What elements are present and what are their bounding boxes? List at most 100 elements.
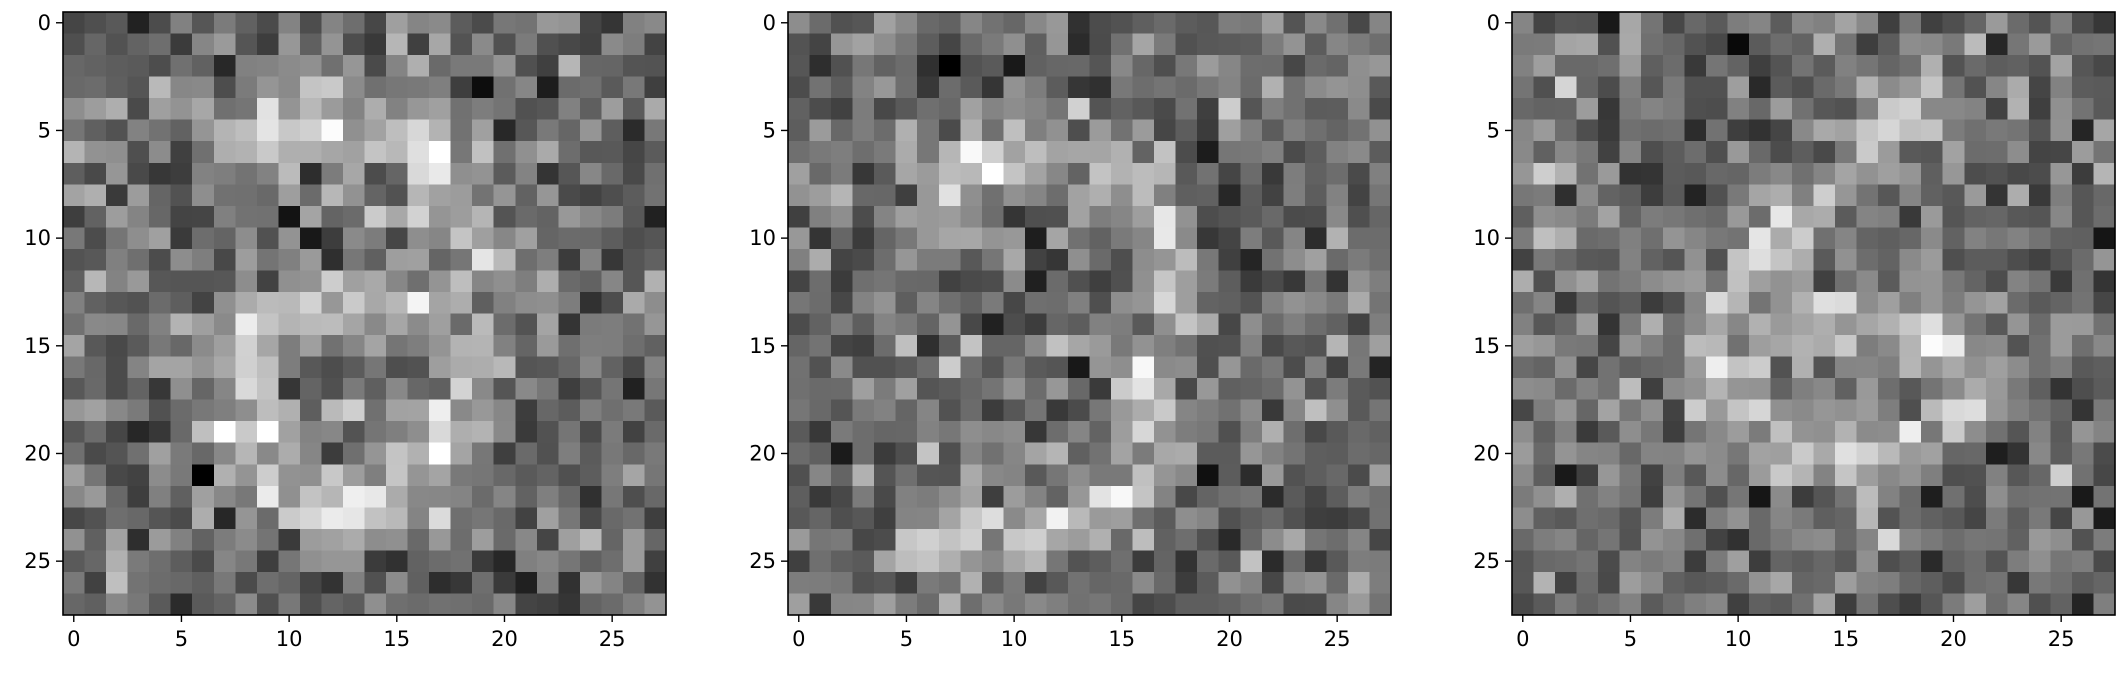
heatmap-cell bbox=[1261, 528, 1284, 551]
heatmap-cell bbox=[1921, 313, 1944, 336]
heatmap-cell bbox=[1641, 485, 1664, 508]
heatmap-cell bbox=[1240, 98, 1263, 121]
heatmap-cell bbox=[2028, 270, 2051, 293]
heatmap-cell bbox=[1856, 335, 1879, 358]
heatmap-cell bbox=[256, 162, 279, 185]
heatmap-cell bbox=[1942, 442, 1965, 465]
heatmap-cell bbox=[536, 227, 559, 250]
heatmap-cell bbox=[1835, 571, 1858, 595]
heatmap-cell bbox=[256, 356, 279, 379]
heatmap-cell bbox=[106, 507, 129, 530]
heatmap-cell bbox=[1921, 550, 1944, 573]
heatmap-cell bbox=[1598, 464, 1621, 487]
heatmap-cell bbox=[1856, 507, 1879, 530]
heatmap-cell bbox=[1964, 33, 1987, 56]
heatmap-cell bbox=[1576, 442, 1599, 465]
heatmap-cell bbox=[2071, 550, 2095, 573]
heatmap-cell bbox=[1304, 184, 1327, 207]
heatmap-cell bbox=[170, 421, 193, 444]
heatmap-cell bbox=[1878, 335, 1901, 358]
heatmap-cell bbox=[321, 291, 344, 315]
heatmap-cell bbox=[299, 205, 323, 228]
heatmap-cell bbox=[601, 12, 624, 35]
heatmap-cell bbox=[1878, 98, 1901, 121]
heatmap-cell bbox=[1684, 270, 1707, 293]
heatmap-cell bbox=[493, 313, 516, 336]
heatmap-cell bbox=[809, 335, 832, 358]
heatmap-cell bbox=[1576, 205, 1599, 228]
heatmap-cell bbox=[1684, 485, 1707, 508]
heatmap-cell bbox=[106, 593, 129, 616]
y-tick-label: 10 bbox=[749, 226, 776, 250]
heatmap-cell bbox=[63, 378, 86, 401]
heatmap-cell bbox=[1304, 464, 1327, 487]
heatmap-cell bbox=[1024, 291, 1048, 315]
heatmap-cell bbox=[809, 270, 832, 293]
heatmap-cell bbox=[1748, 550, 1772, 573]
heatmap-cell bbox=[1985, 335, 2008, 358]
heatmap-cell bbox=[981, 399, 1004, 422]
heatmap-cell bbox=[1791, 76, 1815, 99]
heatmap-cell bbox=[1576, 399, 1599, 422]
heatmap-cell bbox=[1347, 248, 1371, 272]
heatmap-cell bbox=[1175, 248, 1198, 272]
heatmap-cell bbox=[1598, 98, 1621, 121]
heatmap-cell bbox=[938, 33, 961, 56]
heatmap-cell bbox=[1283, 248, 1306, 272]
heatmap-cell bbox=[450, 184, 473, 207]
heatmap-cell bbox=[1856, 528, 1879, 551]
heatmap-cell bbox=[256, 571, 279, 595]
heatmap-cell bbox=[960, 593, 983, 616]
heatmap-cell bbox=[1218, 485, 1241, 508]
heatmap-cell bbox=[386, 33, 409, 56]
heatmap-cell bbox=[1835, 399, 1858, 422]
heatmap-cell bbox=[1024, 184, 1048, 207]
heatmap-cell bbox=[809, 528, 832, 551]
heatmap-cell bbox=[149, 378, 172, 401]
heatmap-cell bbox=[644, 399, 667, 422]
heatmap-cell bbox=[213, 399, 236, 422]
heatmap-cell bbox=[192, 399, 215, 422]
heatmap-cell bbox=[1641, 335, 1664, 358]
heatmap-cell bbox=[1003, 248, 1026, 272]
heatmap-cell bbox=[2093, 33, 2116, 56]
heatmap-cell bbox=[1046, 356, 1069, 379]
heatmap-cell bbox=[84, 205, 107, 228]
heatmap-cell bbox=[1813, 378, 1836, 401]
heatmap-cell bbox=[917, 248, 940, 272]
heatmap-cell bbox=[2007, 571, 2030, 595]
heatmap-cell bbox=[1154, 399, 1177, 422]
heatmap-cell bbox=[192, 571, 215, 595]
heatmap-cell bbox=[1576, 313, 1599, 336]
heatmap-cell bbox=[127, 227, 150, 250]
heatmap-cell bbox=[1283, 205, 1306, 228]
heatmap-cell bbox=[1369, 550, 1392, 573]
heatmap-cell bbox=[256, 507, 279, 530]
heatmap-cell bbox=[1326, 55, 1349, 78]
heatmap-cell bbox=[1089, 335, 1112, 358]
heatmap-cell bbox=[192, 507, 215, 530]
heatmap-cell bbox=[1942, 141, 1965, 164]
heatmap-cell bbox=[1261, 248, 1284, 272]
heatmap-cell bbox=[852, 270, 875, 293]
heatmap-cell bbox=[2093, 162, 2116, 185]
heatmap-cell bbox=[1111, 593, 1134, 616]
heatmap-cell bbox=[1067, 550, 1091, 573]
heatmap-cell bbox=[917, 119, 940, 142]
heatmap-cell bbox=[1283, 356, 1306, 379]
y-tick-label: 5 bbox=[763, 118, 776, 142]
heatmap-cell bbox=[1533, 33, 1556, 56]
heatmap-cell bbox=[1003, 442, 1026, 465]
heatmap-cell bbox=[321, 442, 344, 465]
heatmap-cell bbox=[1964, 205, 1987, 228]
heatmap-cell bbox=[321, 528, 344, 551]
heatmap-cell bbox=[1240, 270, 1263, 293]
heatmap-cell bbox=[1003, 162, 1026, 185]
heatmap-cell bbox=[106, 76, 129, 99]
heatmap-cell bbox=[1899, 119, 1922, 142]
heatmap-cell bbox=[149, 313, 172, 336]
heatmap-cell bbox=[938, 356, 961, 379]
heatmap-cell bbox=[1067, 356, 1091, 379]
heatmap-cell bbox=[1641, 184, 1664, 207]
heatmap-cell bbox=[1283, 119, 1306, 142]
